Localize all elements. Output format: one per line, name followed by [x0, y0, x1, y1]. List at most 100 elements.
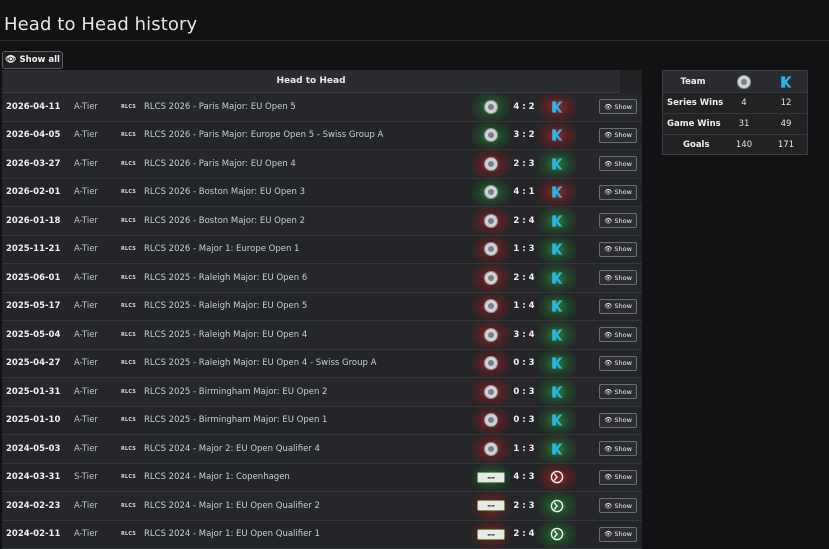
eye-icon: 👁 — [604, 530, 612, 538]
eye-icon: 👁 — [5, 56, 16, 65]
show-label: Show — [614, 103, 632, 111]
team2-logo-cell — [538, 293, 576, 321]
team2-logo-cell — [538, 150, 576, 178]
grey-shield-logo-icon — [484, 385, 498, 399]
grey-shield-logo-icon — [484, 214, 498, 228]
show-match-button[interactable]: 👁Show — [599, 441, 637, 456]
match-tier: A-Tier — [74, 93, 98, 121]
team2-logo-cell — [538, 207, 576, 235]
grey-shield-logo-icon — [484, 271, 498, 285]
rlcs-logo-icon: RLCS — [121, 122, 136, 150]
team2-logo-cell — [538, 378, 576, 406]
match-score: 1 : 3 — [510, 236, 538, 264]
show-match-button[interactable]: 👁Show — [599, 413, 637, 428]
blue-k-logo-icon — [549, 99, 565, 115]
banner-logo-icon: ▬▬ — [477, 500, 505, 511]
team2-value: 12 — [771, 92, 801, 113]
blue-k-logo-icon — [549, 127, 565, 143]
event-link[interactable]: RLCS 2024 - Major 1: Copenhagen — [144, 464, 290, 492]
show-label: Show — [614, 302, 632, 310]
match-row: 2026-04-05 A-Tier RLCS RLCS 2026 - Paris Ma… — [2, 122, 642, 151]
match-tier: A-Tier — [74, 179, 98, 207]
show-match-button[interactable]: 👁Show — [599, 128, 637, 143]
show-match-button[interactable]: 👁Show — [599, 327, 637, 342]
event-link[interactable]: RLCS 2026 - Paris Major: EU Open 4 — [144, 150, 296, 178]
show-match-button[interactable]: 👁Show — [599, 213, 637, 228]
match-score: 2 : 4 — [510, 521, 538, 549]
show-match-button[interactable]: 👁Show — [599, 270, 637, 285]
blue-k-logo-icon — [549, 270, 565, 286]
event-link[interactable]: RLCS 2026 - Boston Major: EU Open 2 — [144, 207, 305, 235]
grey-shield-logo-icon — [484, 328, 498, 342]
event-link[interactable]: RLCS 2026 - Major 1: Europe Open 1 — [144, 236, 299, 264]
grey-shield-logo-icon — [484, 100, 498, 114]
show-match-button[interactable]: 👁Show — [599, 470, 637, 485]
event-link[interactable]: RLCS 2025 - Birmingham Major: EU Open 2 — [144, 378, 327, 406]
match-date: 2026-04-05 — [6, 122, 60, 150]
show-match-button[interactable]: 👁Show — [599, 242, 637, 257]
match-date: 2026-04-11 — [6, 93, 60, 121]
show-label: Show — [614, 131, 632, 139]
team2-logo-cell — [538, 492, 576, 520]
rlcs-logo-icon: RLCS — [121, 293, 136, 321]
eye-icon: 👁 — [604, 302, 612, 310]
show-label: Show — [614, 331, 632, 339]
grey-shield-logo-icon — [484, 242, 498, 256]
blue-k-logo-icon — [549, 441, 565, 457]
event-link[interactable]: RLCS 2024 - Major 1: EU Open Qualifier 2 — [144, 492, 320, 520]
event-link[interactable]: RLCS 2026 - Paris Major: Europe Open 5 -… — [144, 122, 383, 150]
show-match-button[interactable]: 👁Show — [599, 527, 637, 542]
show-label: Show — [614, 217, 632, 225]
blue-k-logo-icon — [549, 327, 565, 343]
banner-logo-icon: ▬▬ — [477, 529, 505, 540]
rlcs-logo-icon: RLCS — [121, 350, 136, 378]
show-match-button[interactable]: 👁Show — [599, 356, 637, 371]
match-score: 0 : 3 — [510, 407, 538, 435]
match-date: 2024-02-23 — [6, 492, 60, 520]
show-match-button[interactable]: 👁Show — [599, 185, 637, 200]
show-match-button[interactable]: 👁Show — [599, 498, 637, 513]
event-link[interactable]: RLCS 2024 - Major 1: EU Open Qualifier 1 — [144, 521, 320, 549]
eye-icon: 👁 — [604, 274, 612, 282]
show-all-button[interactable]: 👁 Show all — [2, 51, 63, 69]
blue-k-logo-icon — [549, 355, 565, 371]
match-tier: A-Tier — [74, 293, 98, 321]
show-match-button[interactable]: 👁Show — [599, 99, 637, 114]
rlcs-logo-icon: RLCS — [121, 264, 136, 292]
event-link[interactable]: RLCS 2025 - Raleigh Major: EU Open 5 — [144, 293, 307, 321]
match-tier: A-Tier — [74, 492, 98, 520]
event-link[interactable]: RLCS 2024 - Major 2: EU Open Qualifier 4 — [144, 435, 320, 463]
rlcs-logo-icon: RLCS — [121, 150, 136, 178]
rlcs-logo-icon: RLCS — [121, 179, 136, 207]
match-tier: S-Tier — [74, 464, 98, 492]
team2-logo-cell — [538, 264, 576, 292]
show-label: Show — [614, 245, 632, 253]
event-link[interactable]: RLCS 2025 - Raleigh Major: EU Open 6 — [144, 264, 307, 292]
show-label: Show — [614, 530, 632, 538]
show-label: Show — [614, 388, 632, 396]
show-match-button[interactable]: 👁Show — [599, 156, 637, 171]
eye-icon: 👁 — [604, 188, 612, 196]
event-link[interactable]: RLCS 2026 - Paris Major: EU Open 5 — [144, 93, 296, 121]
team1-logo-cell — [472, 207, 510, 235]
event-link[interactable]: RLCS 2026 - Boston Major: EU Open 3 — [144, 179, 305, 207]
match-date: 2025-04-27 — [6, 350, 60, 378]
event-link[interactable]: RLCS 2025 - Raleigh Major: EU Open 4 — [144, 321, 307, 349]
team2-logo-cell — [538, 464, 576, 492]
team1-logo-cell — [472, 236, 510, 264]
event-link[interactable]: RLCS 2025 - Raleigh Major: EU Open 4 - S… — [144, 350, 376, 378]
eye-icon: 👁 — [604, 245, 612, 253]
grey-shield-logo-icon — [484, 356, 498, 370]
show-match-button[interactable]: 👁Show — [599, 384, 637, 399]
show-match-button[interactable]: 👁Show — [599, 299, 637, 314]
match-tier: A-Tier — [74, 122, 98, 150]
show-label: Show — [614, 274, 632, 282]
match-tier: A-Tier — [74, 521, 98, 549]
event-link[interactable]: RLCS 2025 - Birmingham Major: EU Open 1 — [144, 407, 327, 435]
team1-logo-cell: ▬▬ — [472, 521, 510, 549]
grey-shield-logo-icon — [484, 442, 498, 456]
